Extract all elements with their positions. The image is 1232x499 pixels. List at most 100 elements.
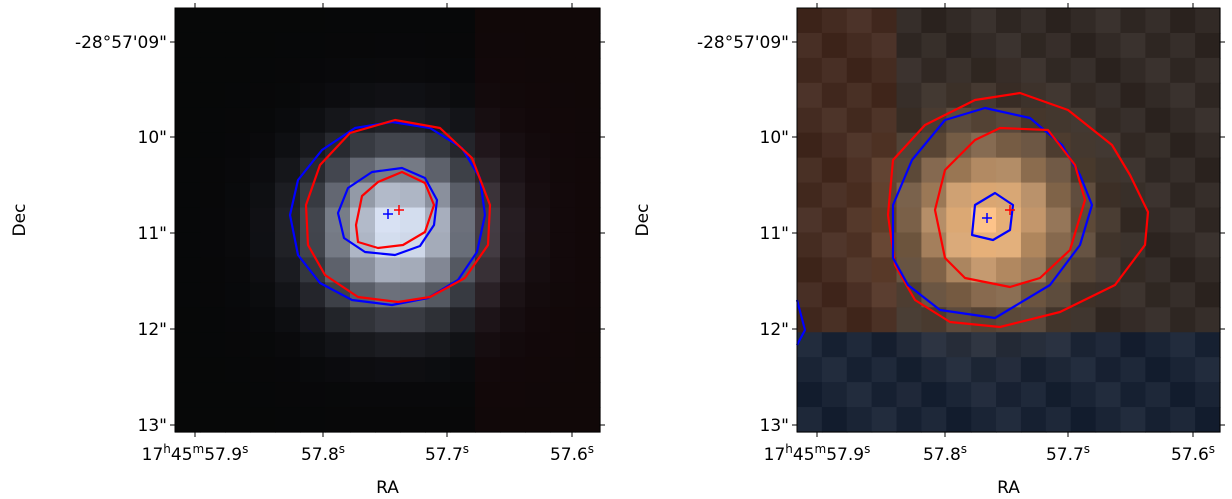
pixel	[450, 132, 476, 159]
pixel	[1070, 332, 1097, 358]
pixel	[250, 382, 276, 408]
tick-number: 17	[764, 445, 786, 465]
image-panel-2	[797, 8, 1221, 433]
pixel	[250, 32, 276, 59]
pixel	[971, 8, 997, 34]
y-tick-label: 10"	[760, 128, 789, 148]
pixel	[250, 157, 276, 184]
pixel	[1145, 32, 1171, 59]
pixel	[350, 57, 376, 84]
pixel	[375, 357, 401, 383]
pixel	[400, 8, 426, 34]
pixel	[575, 307, 601, 333]
pixel	[425, 332, 451, 358]
pixel	[475, 307, 501, 333]
pixel	[921, 32, 947, 59]
pixel	[225, 182, 251, 209]
y-axis-label: Dec	[633, 204, 653, 237]
pixel	[1020, 207, 1047, 234]
pixel	[475, 57, 501, 84]
pixel	[946, 357, 972, 383]
pixel	[575, 207, 601, 234]
pixel	[1095, 307, 1122, 333]
pixel	[525, 157, 551, 184]
pixel	[575, 407, 601, 433]
pixel	[200, 32, 226, 59]
pixel	[200, 107, 226, 134]
pixel	[1095, 407, 1122, 433]
pixel	[225, 332, 251, 358]
pixel	[550, 107, 576, 134]
pixel	[475, 182, 501, 209]
pixel	[200, 307, 226, 333]
pixel	[1120, 407, 1146, 433]
x-tick-label: 57.7s	[1046, 442, 1090, 465]
pixel	[896, 382, 923, 408]
pixel	[1145, 82, 1171, 109]
pixel	[375, 32, 401, 59]
pixel	[250, 307, 276, 333]
pixel	[175, 57, 201, 84]
pixel	[1095, 357, 1122, 383]
pixel	[175, 307, 201, 333]
contour	[886, 91, 1150, 329]
pixel	[1095, 232, 1122, 259]
pixel	[225, 207, 251, 234]
pixel	[375, 257, 401, 283]
pixel	[1170, 157, 1196, 184]
pixel	[896, 357, 923, 383]
pixel	[475, 382, 501, 408]
pixel	[1170, 257, 1196, 283]
pixel	[1170, 8, 1196, 34]
pixel	[225, 132, 251, 159]
y-tick-label: 10"	[138, 128, 167, 148]
pixel	[971, 357, 997, 383]
pixel	[400, 132, 426, 159]
pixel	[225, 157, 251, 184]
pixel	[550, 282, 576, 308]
pixel	[971, 332, 997, 358]
pixel	[225, 232, 251, 259]
pixel	[200, 232, 226, 259]
pixel	[425, 8, 451, 34]
pixel	[971, 157, 997, 184]
pixel	[797, 232, 823, 259]
pixel	[1045, 232, 1072, 259]
pixel	[1120, 32, 1146, 59]
pixel	[275, 282, 301, 308]
pixel	[871, 132, 898, 159]
image-panel-1	[175, 8, 601, 433]
pixel	[1120, 82, 1146, 109]
pixel	[1120, 382, 1146, 408]
pixel	[846, 182, 873, 209]
pixel	[300, 207, 326, 234]
pixel	[896, 57, 923, 84]
pixel	[525, 182, 551, 209]
pixel	[200, 132, 226, 159]
x-tick-label: 17h45m57.9s	[142, 442, 249, 465]
pixel	[1070, 257, 1097, 283]
pixel	[1145, 357, 1171, 383]
pixel	[996, 307, 1022, 333]
pixel	[896, 407, 923, 433]
pixel	[996, 57, 1022, 84]
pixel	[175, 182, 201, 209]
pixel	[1120, 107, 1146, 134]
pixel	[300, 407, 326, 433]
pixel	[500, 232, 526, 259]
x-tick-label: 57.6s	[550, 442, 594, 465]
pixel	[450, 207, 476, 234]
pixel	[1170, 307, 1196, 333]
pixel	[350, 82, 376, 109]
pixel	[846, 307, 873, 333]
pixel	[896, 307, 923, 333]
pixel	[846, 382, 873, 408]
centroid-marker	[982, 213, 992, 223]
pixel	[275, 82, 301, 109]
tick-number: 57.6	[1171, 445, 1209, 465]
pixel	[1020, 382, 1047, 408]
axes-frame	[796, 7, 1221, 433]
pixel	[946, 182, 972, 209]
pixel	[1020, 332, 1047, 358]
tick-number: 57.8	[301, 445, 339, 465]
